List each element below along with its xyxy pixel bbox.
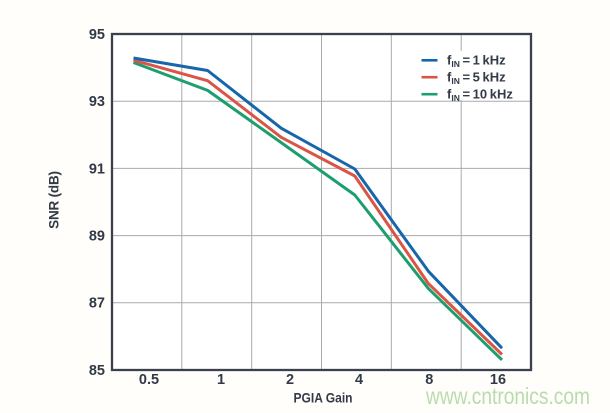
- svg-text:89: 89: [89, 229, 105, 245]
- svg-text:2: 2: [286, 372, 294, 388]
- svg-text:91: 91: [89, 161, 105, 177]
- svg-text:PGIA Gain: PGIA Gain: [294, 390, 353, 406]
- svg-text:87: 87: [89, 296, 105, 312]
- svg-text:SNR (dB): SNR (dB): [47, 171, 62, 229]
- svg-text:95: 95: [89, 27, 105, 43]
- svg-text:8: 8: [425, 372, 433, 388]
- svg-text:16: 16: [490, 372, 506, 388]
- svg-text:85: 85: [89, 363, 105, 379]
- svg-text:fIN = 10 kHz: fIN = 10 kHz: [447, 87, 513, 104]
- svg-text:fIN = 1 kHz: fIN = 1 kHz: [447, 53, 506, 70]
- svg-text:www.cntronics.com: www.cntronics.com: [425, 383, 590, 409]
- svg-text:fIN = 5 kHz: fIN = 5 kHz: [447, 70, 506, 87]
- svg-text:4: 4: [355, 372, 363, 388]
- svg-text:0.5: 0.5: [139, 372, 159, 388]
- svg-text:1: 1: [217, 372, 225, 388]
- svg-text:93: 93: [89, 94, 105, 110]
